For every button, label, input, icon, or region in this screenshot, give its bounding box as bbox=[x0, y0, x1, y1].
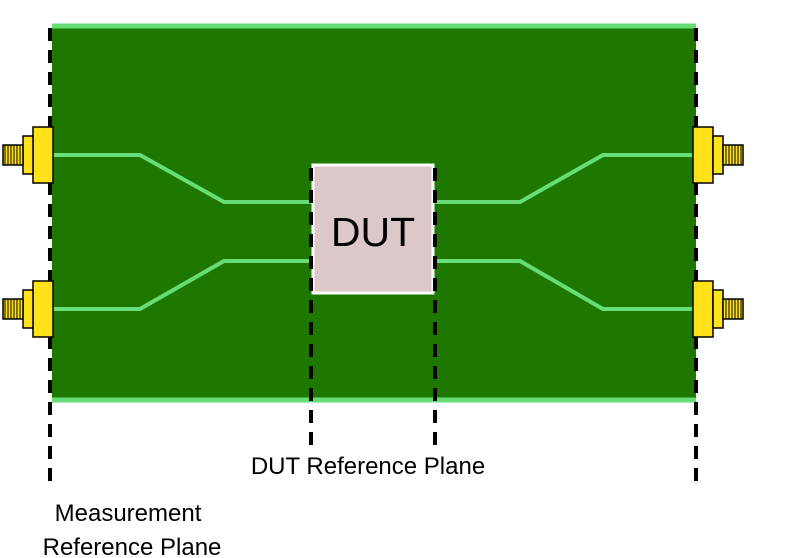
dut-label: DUT bbox=[331, 209, 415, 255]
measurement-reference-plane-label-line1: Measurement bbox=[55, 500, 202, 527]
trace-right-lower bbox=[433, 259, 696, 311]
sma-connector-right-upper bbox=[692, 126, 744, 184]
microstrip-traces bbox=[52, 153, 696, 311]
trace-left-lower bbox=[52, 259, 313, 311]
sma-connector-right-lower bbox=[692, 280, 744, 338]
trace-left-upper bbox=[52, 153, 313, 204]
dut-body bbox=[311, 163, 435, 295]
sma-connector-left-lower bbox=[2, 280, 54, 338]
dut-reference-plane-label: DUT Reference Plane bbox=[251, 453, 485, 480]
trace-right-upper bbox=[433, 153, 696, 204]
sma-edge-connector-icon bbox=[692, 280, 744, 338]
measurement-reference-plane-label-line2: Reference Plane bbox=[43, 534, 222, 558]
sma-edge-connector-icon bbox=[2, 280, 54, 338]
sma-connector-left-upper bbox=[2, 126, 54, 184]
dut-box: DUT bbox=[311, 163, 435, 295]
sma-edge-connector-icon bbox=[692, 126, 744, 184]
sma-edge-connector-icon bbox=[2, 126, 54, 184]
reference-planes bbox=[48, 28, 698, 484]
